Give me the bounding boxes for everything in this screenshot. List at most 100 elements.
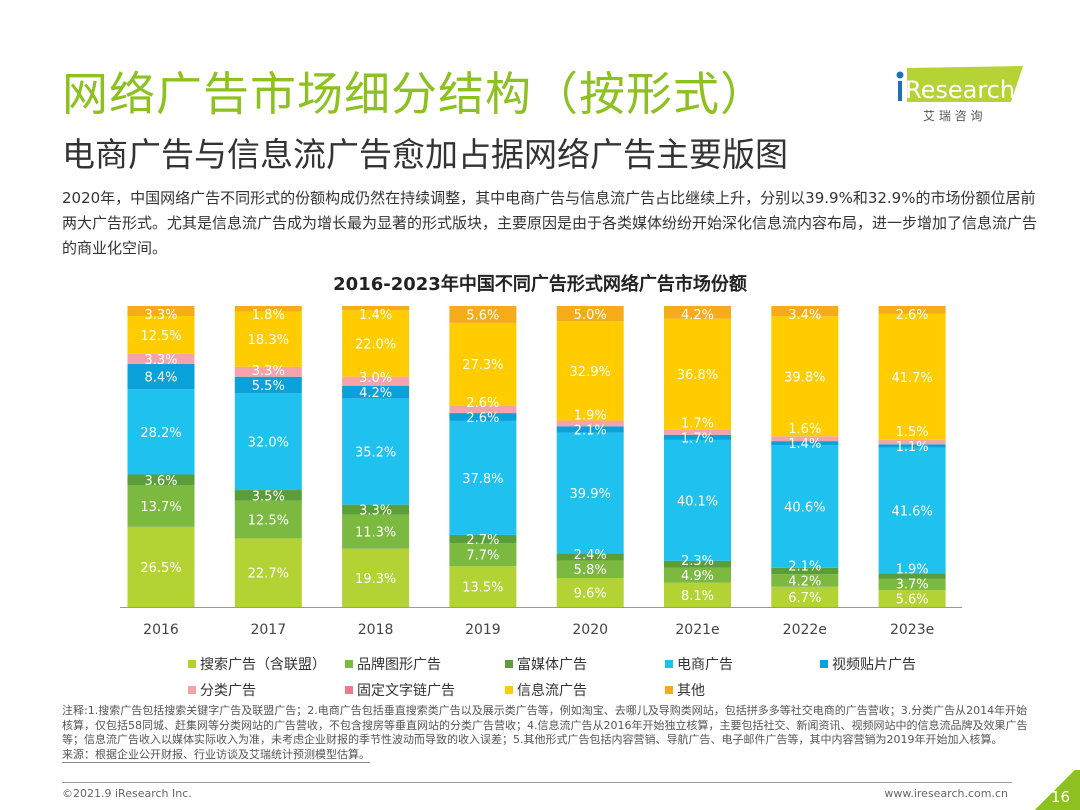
data-label: 2.3% bbox=[681, 554, 714, 569]
legend-swatch bbox=[505, 686, 513, 694]
bar-segment bbox=[664, 567, 731, 583]
bar-segment bbox=[342, 310, 410, 377]
bar-segment bbox=[771, 574, 839, 587]
bar-segment bbox=[664, 560, 731, 568]
bar-segment bbox=[878, 447, 946, 574]
data-label: 3.3% bbox=[144, 308, 177, 323]
chart-title: 2016-2023年中国不同广告形式网络广告市场份额 bbox=[333, 274, 747, 295]
data-label: 4.9% bbox=[681, 569, 714, 584]
data-label: 8.1% bbox=[681, 589, 714, 604]
x-tick-label: 2019 bbox=[465, 622, 501, 638]
data-label: 1.9% bbox=[896, 563, 929, 578]
legend-label: 信息流广告 bbox=[517, 683, 587, 699]
x-tick-label: 2023e bbox=[890, 622, 934, 638]
bar-segment bbox=[342, 504, 410, 515]
page-subtitle: 电商广告与信息流广告愈加占据网络广告主要版图 bbox=[62, 135, 788, 174]
data-label: 37.8% bbox=[462, 472, 503, 487]
legend-label: 电商广告 bbox=[677, 657, 733, 673]
data-label: 5.6% bbox=[466, 308, 499, 323]
footer-divider bbox=[62, 782, 1012, 783]
bar-segment bbox=[127, 315, 195, 354]
bar-segment bbox=[127, 306, 195, 316]
data-label: 9.6% bbox=[574, 586, 607, 601]
bar-segment bbox=[342, 548, 410, 607]
data-label: 41.6% bbox=[891, 504, 932, 519]
bar-segment bbox=[449, 566, 517, 607]
bar-segment bbox=[127, 485, 195, 527]
legend-swatch bbox=[345, 686, 353, 694]
legend-label: 品牌图形广告 bbox=[357, 657, 441, 673]
bar-segment bbox=[556, 553, 624, 561]
data-label: 5.5% bbox=[252, 379, 285, 394]
legend-item: 分类广告 bbox=[188, 680, 256, 700]
data-label: 2.4% bbox=[574, 548, 607, 563]
data-label: 1.7% bbox=[681, 431, 714, 446]
bar-segment bbox=[556, 306, 624, 322]
data-label: 3.6% bbox=[144, 474, 177, 489]
x-tick-label: 2021e bbox=[675, 622, 719, 638]
description: 2020年，中国网络广告不同形式的份额构成仍然在持续调整，其中电商广告与信息流广… bbox=[62, 189, 1038, 257]
legend-item: 视频贴片广告 bbox=[820, 654, 916, 674]
legend-label: 其他 bbox=[677, 683, 705, 699]
data-label: 5.6% bbox=[896, 593, 929, 608]
data-label: 7.7% bbox=[466, 549, 499, 564]
data-label: 27.3% bbox=[462, 358, 503, 373]
svg-text:Research: Research bbox=[905, 76, 1015, 104]
data-label: 2.6% bbox=[896, 308, 929, 323]
data-label: 40.6% bbox=[784, 501, 825, 516]
data-label: 32.9% bbox=[570, 365, 611, 380]
website[interactable]: www.iresearch.com.cn bbox=[884, 787, 1008, 800]
data-label: 3.5% bbox=[252, 489, 285, 504]
data-label: 26.5% bbox=[140, 561, 181, 576]
bar-segment bbox=[556, 577, 624, 607]
data-label: 41.7% bbox=[891, 371, 932, 386]
bar-segment bbox=[234, 376, 302, 394]
bar-segment bbox=[771, 436, 839, 442]
bar-segment bbox=[771, 316, 839, 437]
data-label: 18.3% bbox=[248, 333, 289, 348]
bar-segment bbox=[449, 405, 517, 414]
bar-segment bbox=[878, 306, 946, 314]
bar-segment bbox=[878, 439, 946, 445]
bar-segment bbox=[127, 389, 195, 475]
copyright: ©2021.9 iResearch Inc. bbox=[62, 787, 192, 800]
data-label: 39.9% bbox=[570, 487, 611, 502]
bar-segment bbox=[878, 313, 946, 440]
data-label: 8.4% bbox=[144, 370, 177, 385]
bar-segment bbox=[878, 444, 946, 448]
bar-segment bbox=[771, 445, 839, 568]
data-label: 3.4% bbox=[788, 308, 821, 323]
bar-segment bbox=[449, 534, 517, 544]
legend-item: 其他 bbox=[665, 680, 705, 700]
notes: 注释:1.搜索广告包括搜索关键字广告及联盟广告；2.电商广告包括垂直搜索类广告以… bbox=[62, 704, 1037, 763]
bar-segment bbox=[342, 398, 410, 505]
bar-segment bbox=[664, 429, 731, 435]
legend-item: 固定文字链广告 bbox=[345, 680, 455, 700]
data-label: 1.6% bbox=[788, 422, 821, 437]
bar-segment bbox=[771, 567, 839, 575]
legend-item: 品牌图形广告 bbox=[345, 654, 441, 674]
data-label: 3.7% bbox=[896, 578, 929, 593]
data-label: 12.5% bbox=[140, 329, 181, 344]
legend-swatch bbox=[665, 686, 673, 694]
legend-item: 电商广告 bbox=[665, 654, 733, 674]
data-label: 19.3% bbox=[355, 572, 396, 587]
bar-segment bbox=[342, 514, 410, 549]
data-label: 22.0% bbox=[355, 337, 396, 352]
data-label: 22.7% bbox=[248, 567, 289, 582]
legend-swatch bbox=[820, 660, 828, 668]
bar-segment bbox=[127, 474, 195, 486]
data-label: 12.5% bbox=[248, 514, 289, 529]
bar-segment bbox=[556, 321, 624, 421]
legend-label: 富媒体广告 bbox=[517, 657, 587, 673]
source-text: 来源：根据企业公开财报、行业访谈及艾瑞统计预测模型估算。 bbox=[62, 748, 370, 763]
bar-segment bbox=[234, 306, 302, 312]
data-label: 3.0% bbox=[359, 371, 392, 386]
data-label: 36.8% bbox=[677, 368, 718, 383]
bar-segment bbox=[234, 538, 302, 607]
data-label: 2.6% bbox=[466, 396, 499, 411]
data-label: 1.1% bbox=[896, 440, 929, 455]
x-tick-label: 2017 bbox=[250, 622, 286, 638]
data-label: 1.4% bbox=[359, 308, 392, 323]
legend-label: 分类广告 bbox=[200, 683, 256, 699]
